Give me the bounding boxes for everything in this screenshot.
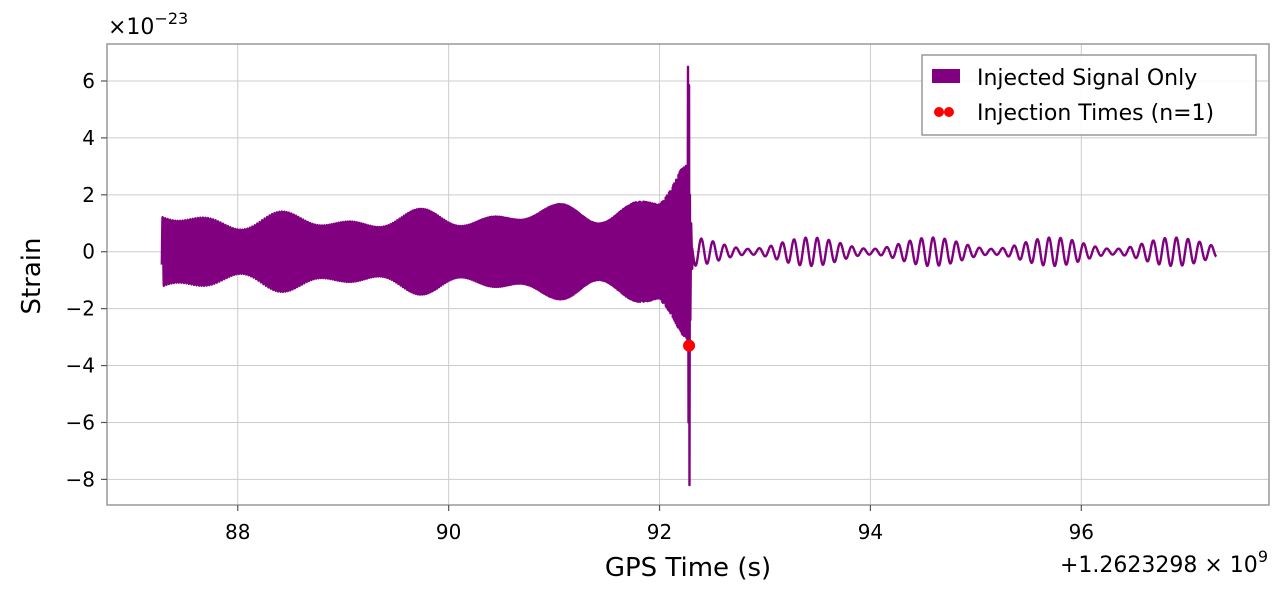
x-offset-label: +1.2623298 × 109 [1060, 547, 1268, 578]
x-tick-label: 94 [858, 520, 883, 544]
legend-label-injection: Injection Times (n=1) [977, 101, 1214, 126]
y-tick-label: −4 [66, 354, 95, 378]
y-tick-label: −6 [66, 410, 95, 434]
y-scale-label: ×10−23 [108, 9, 188, 40]
injection-marker [683, 339, 696, 352]
x-tick-label: 90 [436, 520, 461, 544]
injection-markers [683, 339, 696, 352]
x-tick-label: 92 [647, 520, 672, 544]
legend-marker-injection-2 [944, 107, 954, 117]
legend: Injected Signal Only Injection Times (n=… [921, 54, 1257, 136]
y-axis-label: Strain [17, 237, 47, 314]
y-tick-label: −8 [66, 467, 95, 491]
signal-line [160, 65, 1218, 487]
signal-trace [160, 65, 1218, 487]
legend-box [921, 54, 1257, 136]
legend-label-signal: Injected Signal Only [977, 66, 1197, 91]
axis-ticks: 88 90 92 94 96 6 4 2 0 −2 −4 −6 −8 [66, 69, 1095, 544]
y-tick-label: 2 [82, 183, 95, 207]
plot-frame [106, 43, 1270, 506]
y-tick-label: 0 [82, 240, 95, 264]
x-tick-label: 96 [1069, 520, 1094, 544]
x-tick-label: 88 [225, 520, 250, 544]
y-tick-label: 4 [82, 126, 95, 150]
y-tick-label: −2 [66, 297, 95, 321]
legend-swatch-signal [932, 69, 960, 83]
y-tick-label: 6 [82, 69, 95, 93]
x-axis-label: GPS Time (s) [605, 553, 771, 583]
legend-marker-injection-1 [934, 107, 944, 117]
